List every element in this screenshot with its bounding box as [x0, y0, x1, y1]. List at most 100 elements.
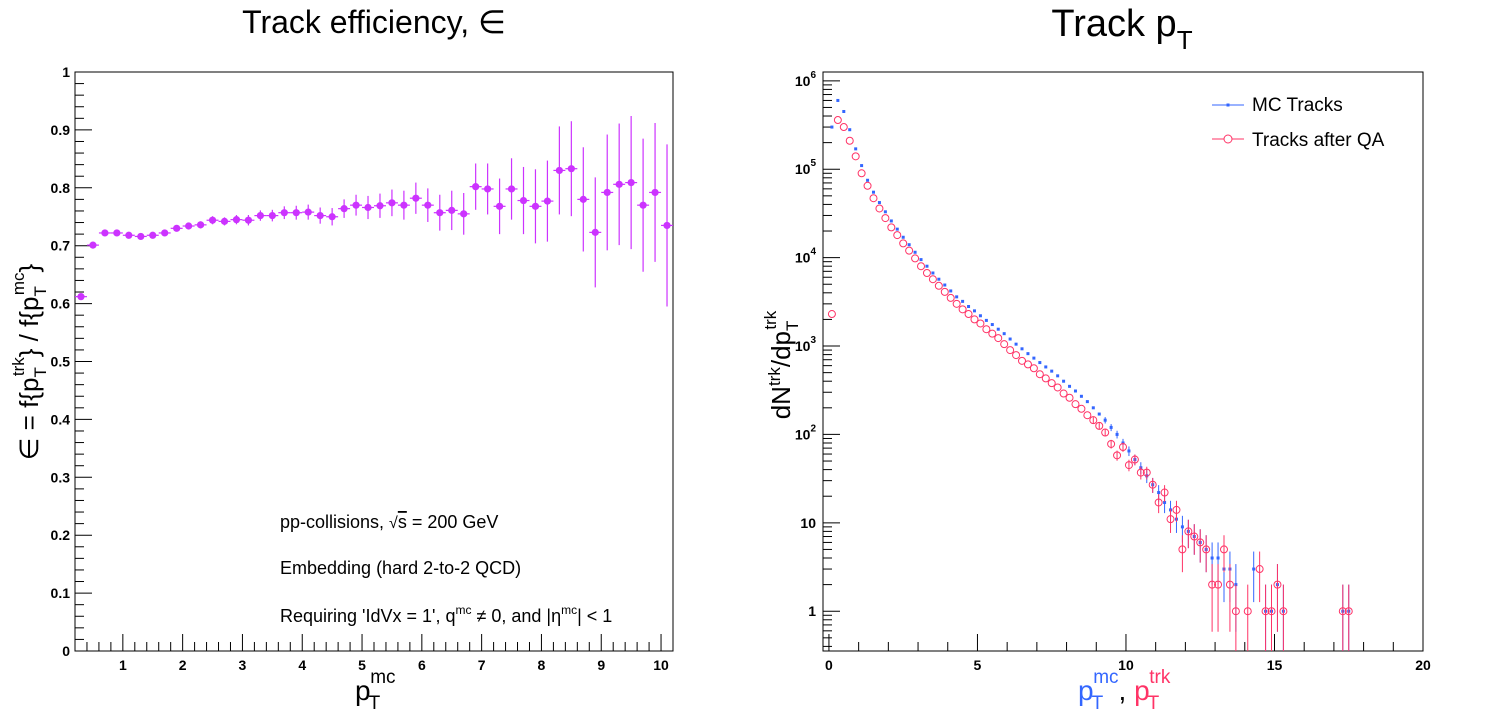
x-tick-label: 6: [418, 657, 426, 673]
qa-point: [1035, 370, 1044, 379]
efficiency-point: [290, 205, 303, 220]
y-tick-label: 106: [795, 70, 817, 89]
qa-point: [970, 315, 979, 324]
efficiency-marker: [149, 231, 157, 239]
efficiency-point: [242, 215, 255, 226]
efficiency-marker: [507, 185, 516, 193]
efficiency-marker: [579, 195, 587, 203]
qa-point: [1178, 535, 1187, 573]
qa-marker: [887, 223, 896, 232]
mc-point: [937, 277, 941, 281]
qa-point: [1053, 383, 1062, 392]
efficiency-marker: [448, 206, 456, 214]
qa-marker: [881, 214, 890, 223]
y-tick-label: 0.8: [51, 180, 71, 196]
mc-point: [1073, 389, 1077, 393]
qa-point: [1029, 364, 1038, 373]
mc-marker: [1091, 406, 1095, 410]
efficiency-y-label-sub2: T: [31, 286, 50, 296]
mc-marker: [842, 109, 846, 113]
pt-legend: MC Tracks Tracks after QA: [1212, 95, 1385, 151]
efficiency-x-label: pTmc: [355, 667, 396, 714]
mc-marker: [955, 295, 959, 299]
efficiency-axes: 1 2 3 4 5 6 7 8 9 10 0 0.1 0.2 0.3 0.4 0.5 0.6 0.7 0.8 0.9 1: [51, 64, 674, 673]
qa-marker: [1035, 370, 1044, 379]
mc-point: [836, 98, 840, 102]
efficiency-marker: [472, 183, 480, 191]
qa-point: [982, 325, 991, 334]
qa-marker: [845, 136, 854, 145]
mc-point: [1097, 412, 1101, 416]
y-tick-label: 0.5: [51, 354, 71, 370]
qa-marker: [857, 169, 866, 178]
qa-marker: [1172, 505, 1181, 514]
pt-x-label: pTmc, pTtrk: [1078, 667, 1171, 714]
mc-marker: [913, 250, 917, 254]
qa-marker: [1148, 480, 1157, 489]
mc-point: [830, 125, 834, 129]
mc-point: [1008, 337, 1012, 341]
efficiency-point: [158, 229, 171, 237]
efficiency-y-label-part2: } / f{p: [14, 297, 44, 358]
efficiency-point: [493, 178, 506, 235]
mc-point: [967, 305, 971, 309]
efficiency-panel: Track efficiency, ∈ 1 2 3 4 5 6 7 8 9 10 0 0.1 0.2 0.…: [9, 4, 674, 714]
mc-marker: [1079, 394, 1083, 398]
mc-marker: [1032, 356, 1036, 360]
mc-marker: [854, 147, 858, 151]
efficiency-marker: [460, 210, 468, 218]
efficiency-marker: [340, 205, 348, 213]
qa-point: [1107, 439, 1116, 449]
qa-marker: [946, 293, 955, 302]
efficiency-marker: [113, 229, 121, 237]
efficiency-y-label-sup2: mc: [9, 272, 28, 295]
efficiency-point: [421, 188, 434, 222]
qa-point: [869, 194, 878, 203]
efficiency-point: [302, 204, 315, 220]
qa-marker: [1059, 389, 1068, 398]
qa-marker: [875, 204, 884, 213]
qa-point: [905, 246, 914, 255]
mc-point: [848, 128, 852, 132]
mc-point: [1038, 361, 1042, 365]
x-tick-label: 5: [974, 657, 982, 673]
qa-point: [1041, 374, 1050, 383]
qa-marker: [1344, 607, 1353, 616]
efficiency-marker: [424, 201, 432, 209]
qa-marker: [1184, 527, 1193, 536]
qa-point: [934, 281, 943, 290]
qa-point: [1279, 584, 1288, 651]
mc-point: [1068, 384, 1072, 388]
efficiency-marker: [125, 231, 133, 239]
efficiency-point: [326, 208, 339, 226]
y-tick-exponent: 3: [810, 335, 816, 346]
qa-point: [1190, 524, 1199, 555]
efficiency-marker: [484, 185, 492, 193]
qa-marker: [1154, 498, 1163, 507]
efficiency-marker: [591, 228, 599, 236]
qa-marker: [982, 325, 991, 334]
mc-marker: [1127, 449, 1131, 453]
efficiency-point: [637, 138, 650, 272]
efficiency-point: [230, 215, 243, 225]
mc-point: [943, 283, 947, 287]
mc-point: [972, 309, 976, 313]
qa-point: [1172, 500, 1181, 522]
qa-marker: [1023, 360, 1032, 369]
qa-point: [1219, 535, 1228, 573]
pt-y-label-sub2: T: [783, 321, 802, 331]
qa-marker: [1089, 416, 1098, 425]
efficiency-point: [601, 134, 614, 251]
sqrt-sign: √: [389, 515, 398, 532]
qa-point: [845, 136, 854, 145]
mc-marker: [967, 305, 971, 309]
y-tick-label: 0.1: [51, 585, 71, 601]
qa-point: [1000, 340, 1009, 349]
efficiency-marker: [89, 241, 97, 249]
mc-marker: [978, 314, 982, 318]
mc-point: [996, 327, 1000, 331]
qa-point: [1077, 404, 1086, 413]
qa-point: [1338, 584, 1347, 651]
efficiency-x-label-sub: T: [369, 693, 381, 714]
